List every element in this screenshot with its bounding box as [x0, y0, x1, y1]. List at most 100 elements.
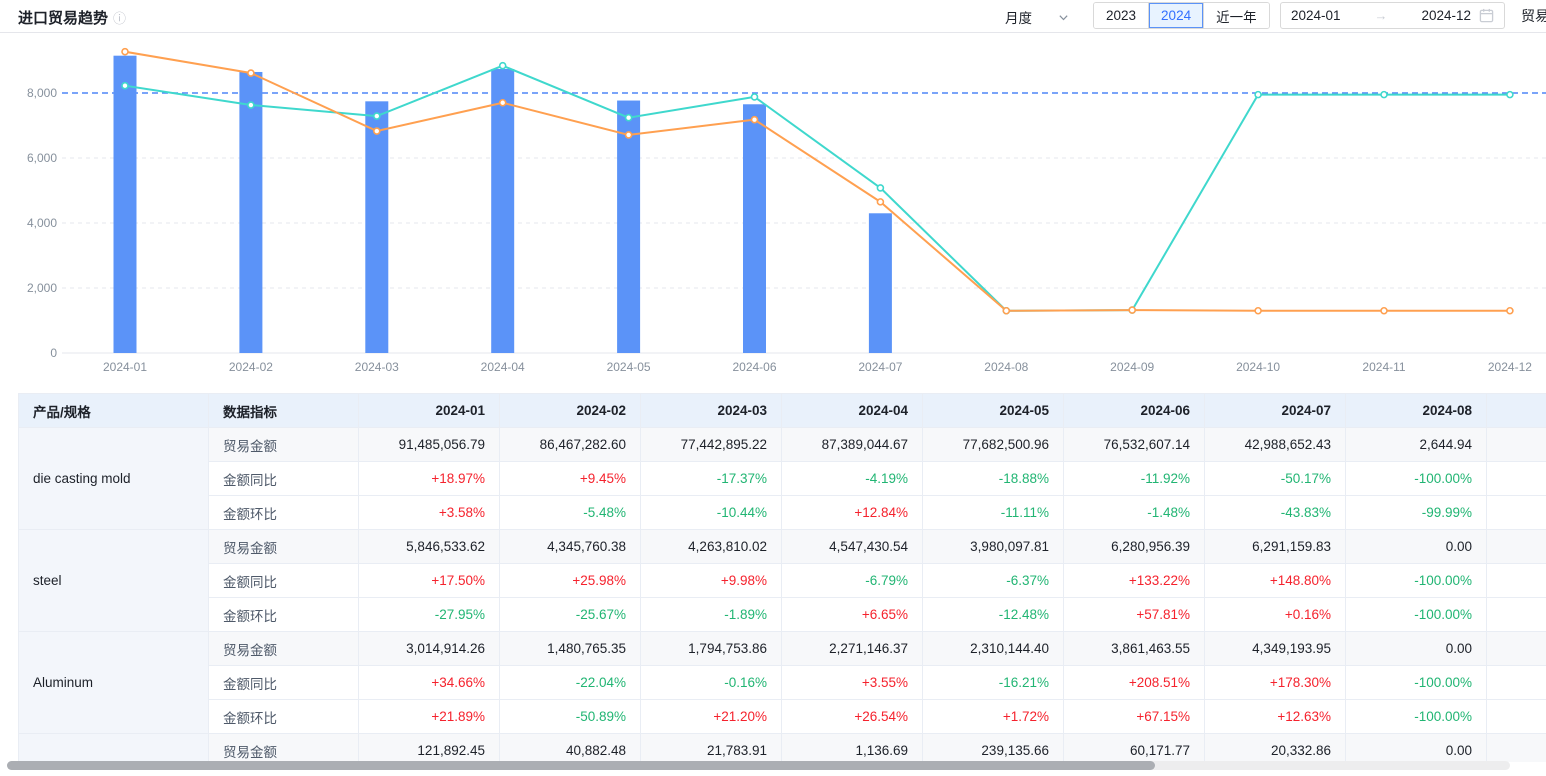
- column-header-数据指标: 数据指标: [208, 393, 359, 428]
- cell-value: -11.92%: [1063, 461, 1205, 496]
- cell-value: 239,135.66: [922, 733, 1064, 762]
- cell-value: +18.97%: [358, 461, 500, 496]
- cell-value: 2,310,144.40: [922, 631, 1064, 666]
- cell-value: -25.67%: [499, 597, 641, 632]
- data-point: [1380, 306, 1388, 315]
- cell-value: 4,345,760.38: [499, 529, 641, 564]
- horizontal-scrollbar-thumb[interactable]: [7, 761, 1155, 770]
- date-range-picker[interactable]: 2024-01 → 2024-12: [1280, 2, 1505, 29]
- column-header-产品/规格: 产品/规格: [18, 393, 209, 428]
- cell-value: 0.00: [1345, 733, 1487, 762]
- period-select-value: 月度: [1005, 11, 1032, 26]
- cell-empty: [1486, 461, 1546, 496]
- x-axis-label: 2024-02: [229, 360, 273, 374]
- trade-table-wrap: 产品/规格 数据指标 2024-01 2024-02 2024-03 2024-04 202…: [18, 393, 1546, 762]
- data-point: [876, 198, 885, 206]
- data-point: [1128, 306, 1136, 314]
- cell-value: +21.20%: [640, 699, 782, 734]
- info-icon: ⓘ: [113, 11, 127, 26]
- cell-value: 3,980,097.81: [922, 529, 1064, 564]
- cell-value: +208.51%: [1063, 665, 1205, 700]
- cell-value: +1.72%: [922, 699, 1064, 734]
- y-axis-tick: 4,000: [27, 216, 57, 230]
- column-header-2024-01: 2024-01: [358, 393, 500, 428]
- date-range-end: 2024-12: [1421, 8, 1471, 23]
- cell-value: +67.15%: [1063, 699, 1205, 734]
- line-orange: [121, 47, 1514, 315]
- cell-value: +0.16%: [1204, 597, 1346, 632]
- table-row: Aluminum 贸易金额 3,014,914.26 1,480,765.35 1,79…: [18, 631, 1546, 734]
- cell-metric-label: 金额同比: [208, 461, 359, 496]
- y-axis-tick: 6,000: [27, 151, 57, 165]
- cell-value: -10.44%: [640, 495, 782, 530]
- cell-value: -5.48%: [499, 495, 641, 530]
- column-header-2024-08: 2024-08: [1345, 393, 1487, 428]
- cell-value: -11.11%: [922, 495, 1064, 530]
- data-point: [624, 113, 633, 122]
- cell-value: -43.83%: [1204, 495, 1346, 530]
- year-tab-2024[interactable]: 2024: [1148, 3, 1204, 28]
- cell-value: +9.45%: [499, 461, 641, 496]
- cell-value: +26.54%: [781, 699, 923, 734]
- data-point: [498, 98, 507, 107]
- cell-value: +17.50%: [358, 563, 500, 598]
- column-header-2024-07: 2024-07: [1204, 393, 1346, 428]
- trend-chart-area: 0 2,000 4,000 6,000 8,000 2024-01 2024-02 2024-…: [0, 33, 1546, 383]
- cell-value: -100.00%: [1345, 563, 1487, 598]
- cell-empty: [1486, 665, 1546, 700]
- cell-value: 77,682,500.96: [922, 427, 1064, 462]
- cell-value: 20,332.86: [1204, 733, 1346, 762]
- cell-empty: [1486, 597, 1546, 632]
- table-row: 金额同比 +18.97% +9.45% -17.37% -4.19% -18.88% -11…: [19, 461, 1546, 496]
- year-tab-2023[interactable]: 2023: [1094, 3, 1149, 28]
- bar: [617, 100, 641, 353]
- cell-value: 4,263,810.02: [640, 529, 782, 564]
- cell-value: -100.00%: [1345, 597, 1487, 632]
- cell-product: steel: [18, 529, 209, 632]
- cell-value: +57.81%: [1063, 597, 1205, 632]
- cell-value: -99.99%: [1345, 495, 1487, 530]
- data-point: [498, 61, 507, 70]
- cell-empty: [1486, 529, 1546, 564]
- table-row: 金额同比 +34.66% -22.04% -0.16% +3.55% -16.21% +20…: [19, 665, 1546, 700]
- period-select[interactable]: 月度: [1005, 5, 1080, 29]
- cell-metric-label: 贸易金额: [208, 529, 359, 564]
- cell-value: +12.84%: [781, 495, 923, 530]
- cell-value: 40,882.48: [499, 733, 641, 762]
- data-point: [1002, 306, 1011, 315]
- data-point: [372, 127, 381, 135]
- cell-value: 1,794,753.86: [640, 631, 782, 666]
- horizontal-scrollbar-track[interactable]: [7, 761, 1510, 770]
- data-point: [247, 69, 255, 77]
- data-point: [121, 81, 129, 90]
- x-axis-label: 2024-05: [607, 360, 651, 374]
- x-axis-label: 2024-12: [1488, 360, 1532, 374]
- cell-value: 0.00: [1345, 529, 1487, 564]
- cell-value: 4,547,430.54: [781, 529, 923, 564]
- line-teal: [121, 61, 1514, 315]
- x-axis-label: 2024-03: [355, 360, 399, 374]
- cell-value: 2,644.94: [1345, 427, 1487, 462]
- data-point: [121, 47, 129, 56]
- column-header-2024-06: 2024-06: [1063, 393, 1205, 428]
- cell-value: +3.55%: [781, 665, 923, 700]
- cell-value: -17.37%: [640, 461, 782, 496]
- cell-value: +12.63%: [1204, 699, 1346, 734]
- cell-empty: [1486, 427, 1546, 462]
- table-row: steel 贸易金额 5,846,533.62 4,345,760.38 4,263,8…: [18, 529, 1546, 632]
- cell-empty: [1486, 563, 1546, 598]
- y-axis-tick: 0: [50, 346, 57, 360]
- cell-metric-label: 贸易金额: [208, 733, 359, 762]
- cell-metric-label: 金额同比: [208, 665, 359, 700]
- year-tab-近一年[interactable]: 近一年: [1203, 3, 1269, 28]
- trade-table: 产品/规格 数据指标 2024-01 2024-02 2024-03 2024-04 202…: [18, 393, 1546, 762]
- column-header-2024-03: 2024-03: [640, 393, 782, 428]
- x-axis-label: 2024-09: [1110, 360, 1154, 374]
- table-row: 金额环比 +21.89% -50.89% +21.20% +26.54% +1.72% +6…: [19, 699, 1546, 734]
- cell-product: Aluminum: [18, 631, 209, 734]
- cell-value: -18.88%: [922, 461, 1064, 496]
- table-row: 贸易金额 121,892.45 40,882.48 21,783.91 1,136.69…: [18, 733, 1546, 762]
- table-header-row: 产品/规格 数据指标 2024-01 2024-02 2024-03 2024-04 202…: [18, 393, 1546, 428]
- data-point: [247, 101, 255, 109]
